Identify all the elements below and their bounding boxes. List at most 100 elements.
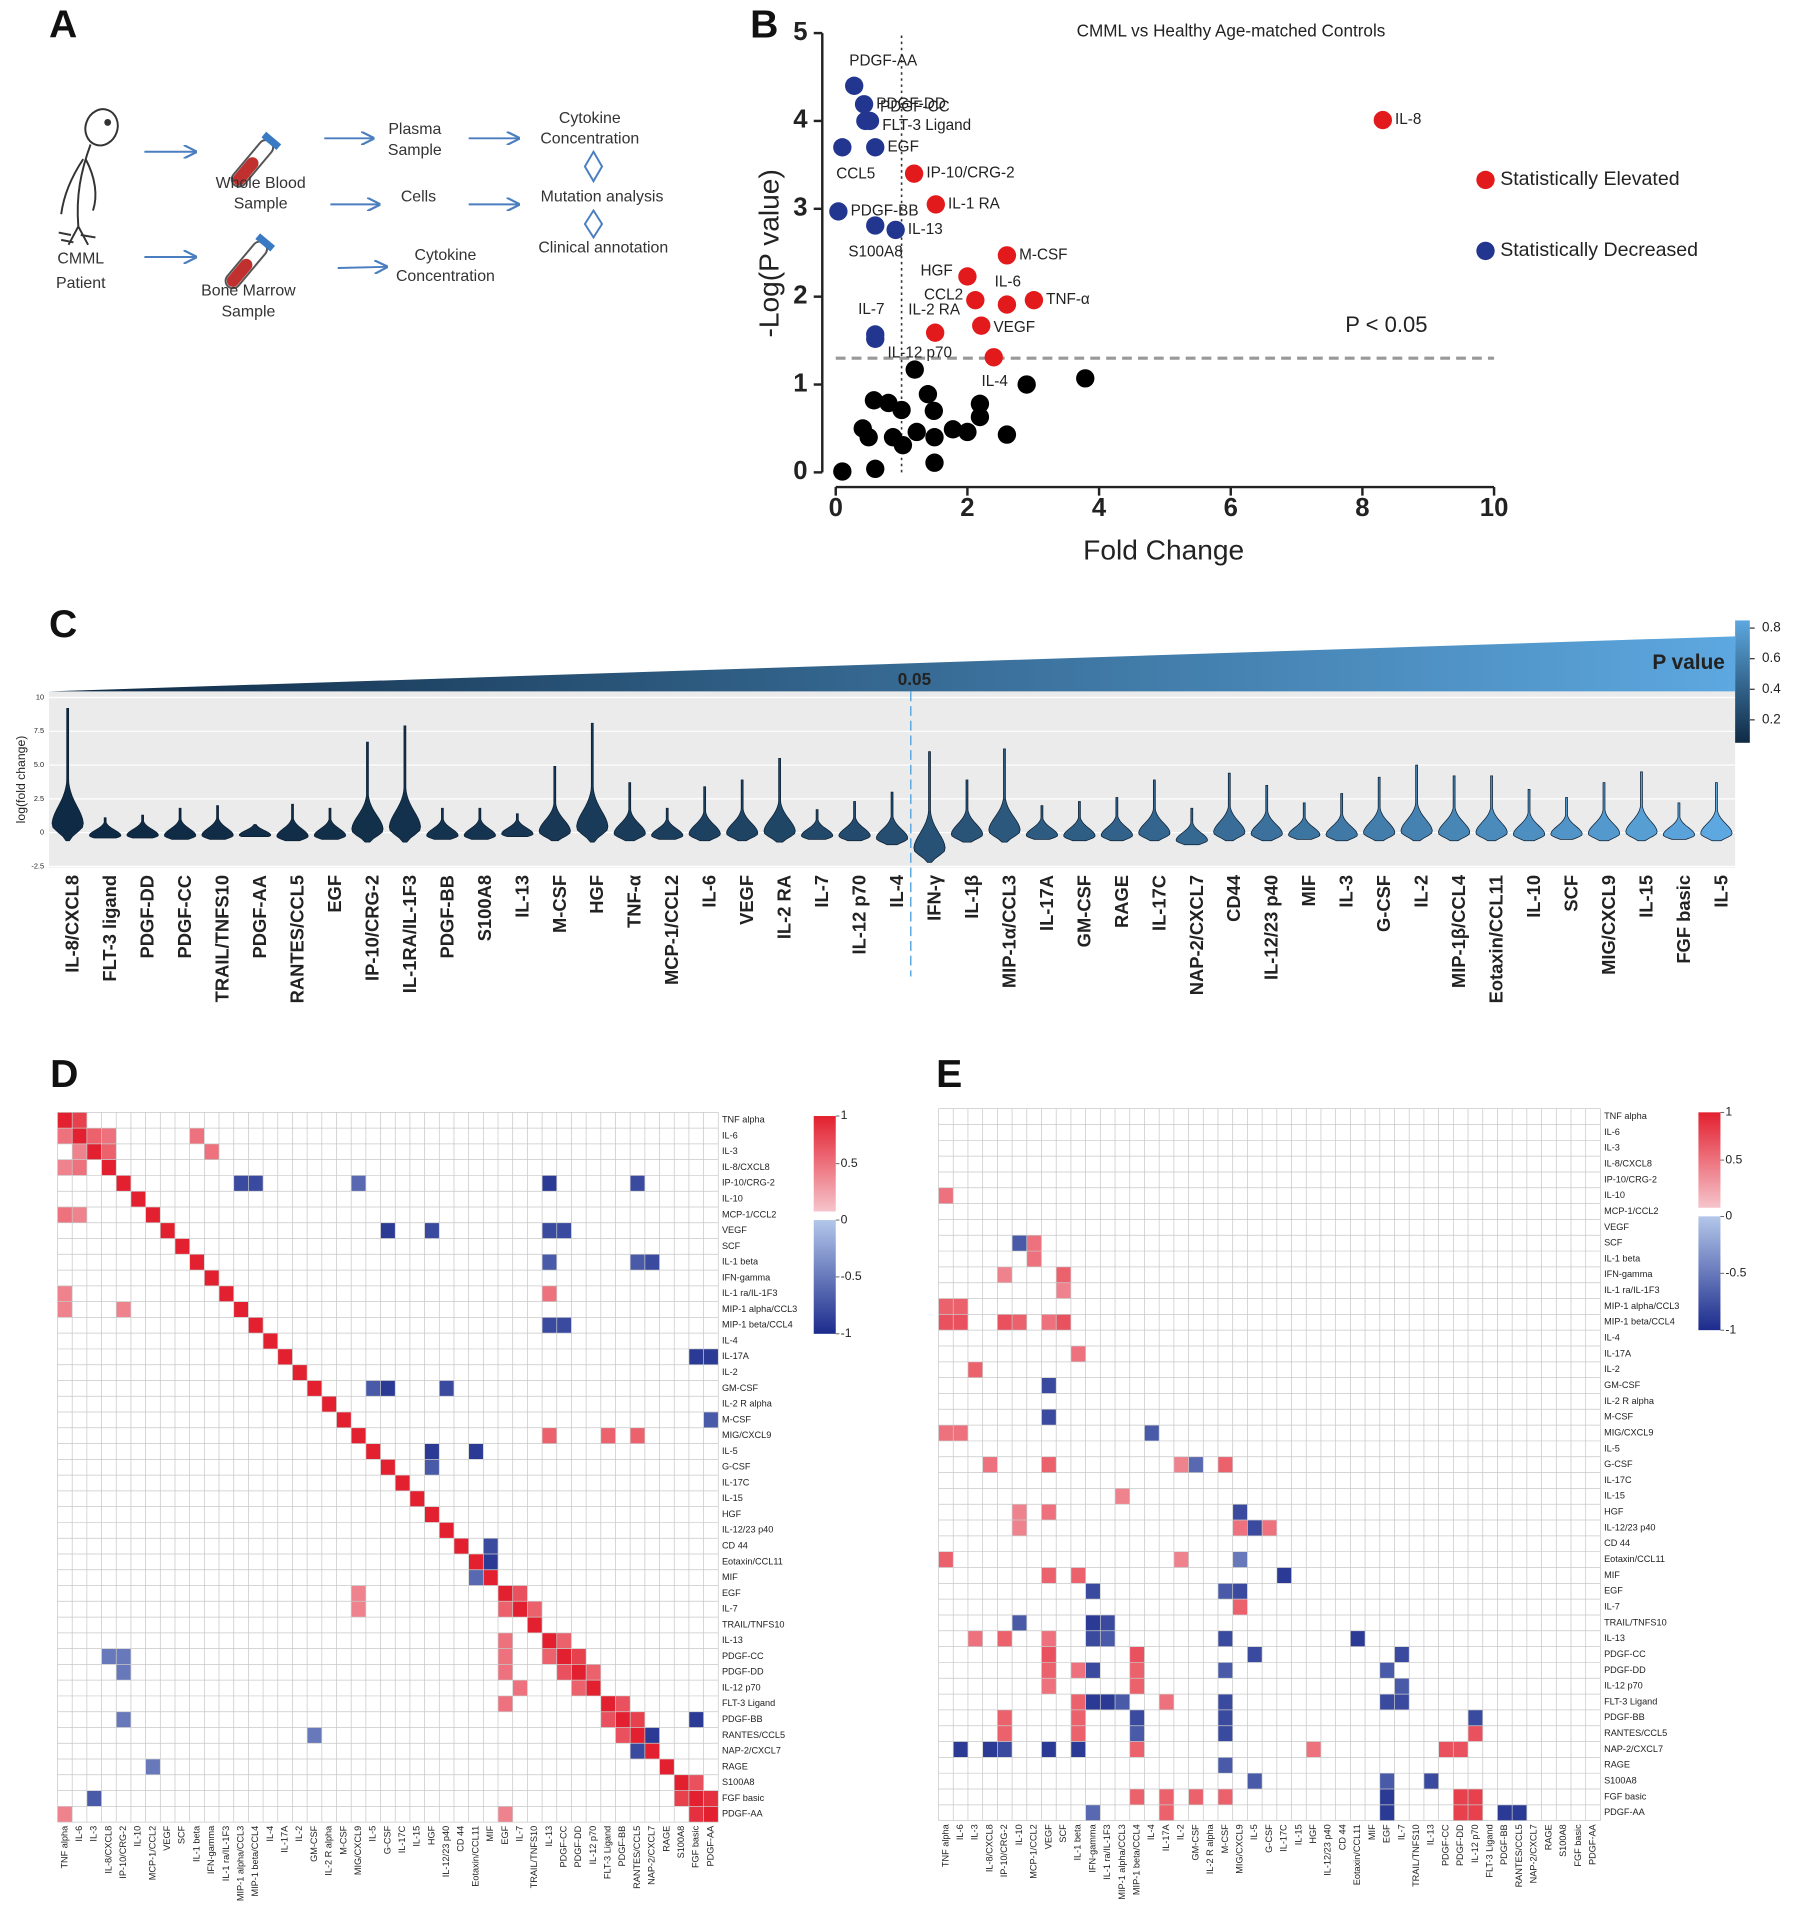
column-label: IL-4 bbox=[1146, 1824, 1156, 1840]
heatmap-cell bbox=[1512, 1804, 1527, 1821]
row-label: RANTES/CCL5 bbox=[1604, 1728, 1667, 1738]
heatmap-cell bbox=[101, 1128, 117, 1144]
heatmap-cell bbox=[72, 1143, 87, 1160]
column-label: CD 44 bbox=[456, 1826, 466, 1852]
row-label: PDGF-CC bbox=[1604, 1649, 1646, 1659]
column-label: IL-2 bbox=[1176, 1824, 1186, 1840]
heatmap-cell bbox=[997, 1314, 1013, 1331]
heatmap-cell bbox=[688, 1774, 704, 1791]
column-label: HGF bbox=[426, 1825, 436, 1845]
row-label: S100A8 bbox=[722, 1777, 755, 1787]
x-tick-label: IL-12 p70 bbox=[849, 875, 870, 955]
heatmap-cell bbox=[498, 1695, 513, 1712]
row-label: FLT-3 Ligand bbox=[1604, 1696, 1657, 1706]
x-tick-label: 8 bbox=[1355, 494, 1369, 522]
heatmap-cell bbox=[204, 1270, 220, 1286]
heatmap-cell bbox=[1012, 1520, 1027, 1536]
heatmap-cell bbox=[688, 1348, 704, 1365]
column-label: TNF alpha bbox=[940, 1823, 950, 1867]
heatmap-cell bbox=[424, 1506, 440, 1523]
heatmap-cell bbox=[351, 1175, 366, 1192]
column-label: IL-3 bbox=[970, 1824, 980, 1840]
heatmap-cell bbox=[527, 1617, 543, 1633]
violin bbox=[1250, 784, 1283, 842]
heatmap-cell bbox=[453, 1538, 469, 1554]
heatmap-cell bbox=[1041, 1409, 1057, 1426]
heatmap-cell bbox=[586, 1680, 601, 1696]
column-label: MIP-1 alpha/CCL3 bbox=[235, 1826, 245, 1901]
colorbar-tick-label: 1 bbox=[1725, 1105, 1732, 1119]
y-tick-label: 5 bbox=[793, 18, 807, 46]
row-label: IL-2 R alpha bbox=[1604, 1396, 1655, 1406]
column-label: IL-5 bbox=[368, 1826, 378, 1842]
column-label: MIP-1 beta/CCL4 bbox=[250, 1826, 260, 1897]
heatmap-cell bbox=[586, 1664, 601, 1681]
data-point bbox=[970, 394, 990, 414]
heatmap-cell bbox=[674, 1774, 689, 1791]
data-point bbox=[845, 76, 864, 95]
heatmap-cell bbox=[1423, 1773, 1439, 1790]
heatmap-cell bbox=[1041, 1377, 1057, 1394]
row-label: PDGF-AA bbox=[1604, 1807, 1646, 1817]
data-point bbox=[829, 202, 848, 221]
column-label: IL-10 bbox=[1014, 1824, 1024, 1845]
heatmap-cell bbox=[116, 1175, 131, 1192]
row-label: RANTES/CCL5 bbox=[722, 1730, 785, 1740]
heatmap-cell bbox=[1232, 1551, 1248, 1568]
patient-label: Patient bbox=[56, 275, 106, 292]
point-label: S100A8 bbox=[848, 243, 902, 260]
column-label: GM-CSF bbox=[309, 1825, 319, 1862]
column-label: IL-8/CXCL8 bbox=[984, 1824, 994, 1872]
y-axis-label: -Log(P value) bbox=[753, 169, 784, 337]
violin bbox=[613, 782, 646, 842]
heatmap-cell bbox=[1217, 1630, 1233, 1647]
heatmap-cell bbox=[953, 1425, 968, 1441]
heatmap-cell bbox=[1100, 1630, 1116, 1647]
column-label: RANTES/CCL5 bbox=[1514, 1824, 1524, 1887]
heatmap-cell bbox=[1217, 1709, 1233, 1726]
heatmap-cell bbox=[1041, 1741, 1057, 1758]
heatmap-cell bbox=[498, 1806, 513, 1823]
heatmap-cell bbox=[1350, 1630, 1366, 1647]
violin bbox=[463, 807, 496, 840]
violin bbox=[164, 807, 197, 840]
heatmap-cell bbox=[1188, 1456, 1204, 1473]
cutoff-label: 0.05 bbox=[898, 669, 932, 689]
violin bbox=[763, 757, 796, 843]
x-tick-label: 4 bbox=[1092, 494, 1107, 522]
heatmap-cell bbox=[498, 1664, 513, 1681]
row-label: PDGF-AA bbox=[722, 1809, 764, 1819]
column-label: MIG/CXCL9 bbox=[353, 1826, 363, 1875]
colorbar-tick-label: 0 bbox=[841, 1212, 848, 1226]
legend-label: Statistically Elevated bbox=[1500, 168, 1679, 190]
row-label: IL-4 bbox=[722, 1335, 738, 1345]
column-label: M-CSF bbox=[1220, 1824, 1230, 1853]
heatmap-cell bbox=[365, 1443, 381, 1460]
heatmap-cell bbox=[57, 1128, 73, 1144]
diagram-node: Bone Marrow bbox=[201, 282, 296, 299]
heatmap-cell bbox=[1129, 1646, 1145, 1663]
data-point bbox=[925, 323, 945, 342]
colorbar bbox=[1735, 620, 1750, 743]
column-label: G-CSF bbox=[382, 1825, 392, 1854]
heatmap-cell bbox=[174, 1238, 190, 1255]
violin bbox=[1063, 801, 1096, 842]
point-label: IL-2 RA bbox=[908, 302, 961, 319]
heatmap-cell bbox=[1247, 1646, 1263, 1663]
column-label: IL-17C bbox=[397, 1825, 407, 1853]
row-label: IL-5 bbox=[1604, 1443, 1620, 1453]
x-tick-label: IP-10/CRG-2 bbox=[361, 875, 382, 981]
column-label: PDGF-AA bbox=[705, 1825, 715, 1867]
heatmap-cell bbox=[997, 1709, 1013, 1726]
heatmap-cell bbox=[57, 1112, 73, 1129]
x-tick-label: IL-2 RA bbox=[774, 875, 795, 939]
row-label: HGF bbox=[722, 1509, 742, 1519]
diagram-node: Sample bbox=[221, 303, 275, 320]
heatmap-cell bbox=[1012, 1504, 1027, 1521]
heatmap-cell bbox=[1129, 1678, 1145, 1695]
heatmap-cell bbox=[1070, 1741, 1086, 1758]
violin bbox=[1662, 802, 1696, 840]
row-label: IL-17C bbox=[1604, 1475, 1632, 1485]
violin bbox=[875, 791, 909, 846]
